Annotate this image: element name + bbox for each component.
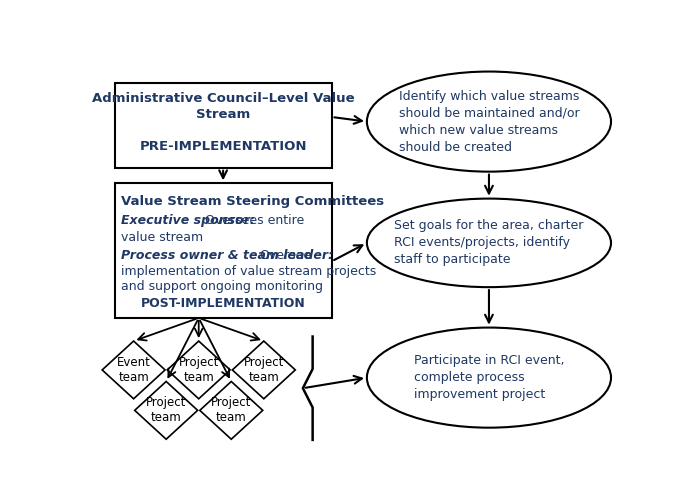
Ellipse shape [367, 328, 611, 428]
FancyBboxPatch shape [115, 83, 332, 168]
Text: Event
team: Event team [117, 356, 150, 384]
Ellipse shape [367, 198, 611, 287]
Polygon shape [199, 382, 262, 439]
Text: Executive sponsor:: Executive sponsor: [121, 214, 255, 227]
Polygon shape [102, 341, 165, 399]
FancyBboxPatch shape [115, 183, 332, 318]
Text: Project
team: Project team [244, 356, 284, 384]
Text: Process owner & team leader:: Process owner & team leader: [121, 248, 333, 262]
Text: Set goals for the area, charter
RCI events/projects, identify
staff to participa: Set goals for the area, charter RCI even… [394, 220, 584, 266]
Ellipse shape [367, 72, 611, 172]
Text: Participate in RCI event,
complete process
improvement project: Participate in RCI event, complete proce… [414, 354, 564, 401]
Text: Identify which value streams
should be maintained and/or
which new value streams: Identify which value streams should be m… [398, 90, 580, 154]
Text: PRE-IMPLEMENTATION: PRE-IMPLEMENTATION [139, 140, 307, 153]
Text: implementation of value stream projects: implementation of value stream projects [121, 265, 377, 278]
Text: value stream: value stream [121, 232, 203, 244]
Text: Oversees entire: Oversees entire [205, 214, 304, 227]
Polygon shape [134, 382, 197, 439]
Text: Project
team: Project team [146, 396, 186, 424]
Text: Administrative Council–Level Value
Stream: Administrative Council–Level Value Strea… [92, 92, 354, 122]
Polygon shape [167, 341, 230, 399]
Text: Project
team: Project team [178, 356, 219, 384]
Text: POST-IMPLEMENTATION: POST-IMPLEMENTATION [141, 297, 305, 310]
Polygon shape [232, 341, 295, 399]
Text: and support ongoing monitoring: and support ongoing monitoring [121, 280, 323, 293]
Text: Value Stream Steering Committees: Value Stream Steering Committees [121, 195, 384, 208]
Text: Project
team: Project team [211, 396, 251, 424]
Text: Oversee: Oversee [260, 248, 312, 262]
